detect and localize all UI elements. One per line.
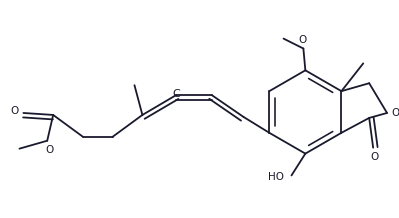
Text: HO: HO	[268, 172, 284, 182]
Text: O: O	[10, 106, 19, 116]
Text: O: O	[45, 145, 53, 155]
Text: C: C	[172, 89, 180, 99]
Text: O: O	[392, 108, 399, 118]
Text: O: O	[370, 152, 378, 162]
Text: O: O	[298, 35, 306, 45]
